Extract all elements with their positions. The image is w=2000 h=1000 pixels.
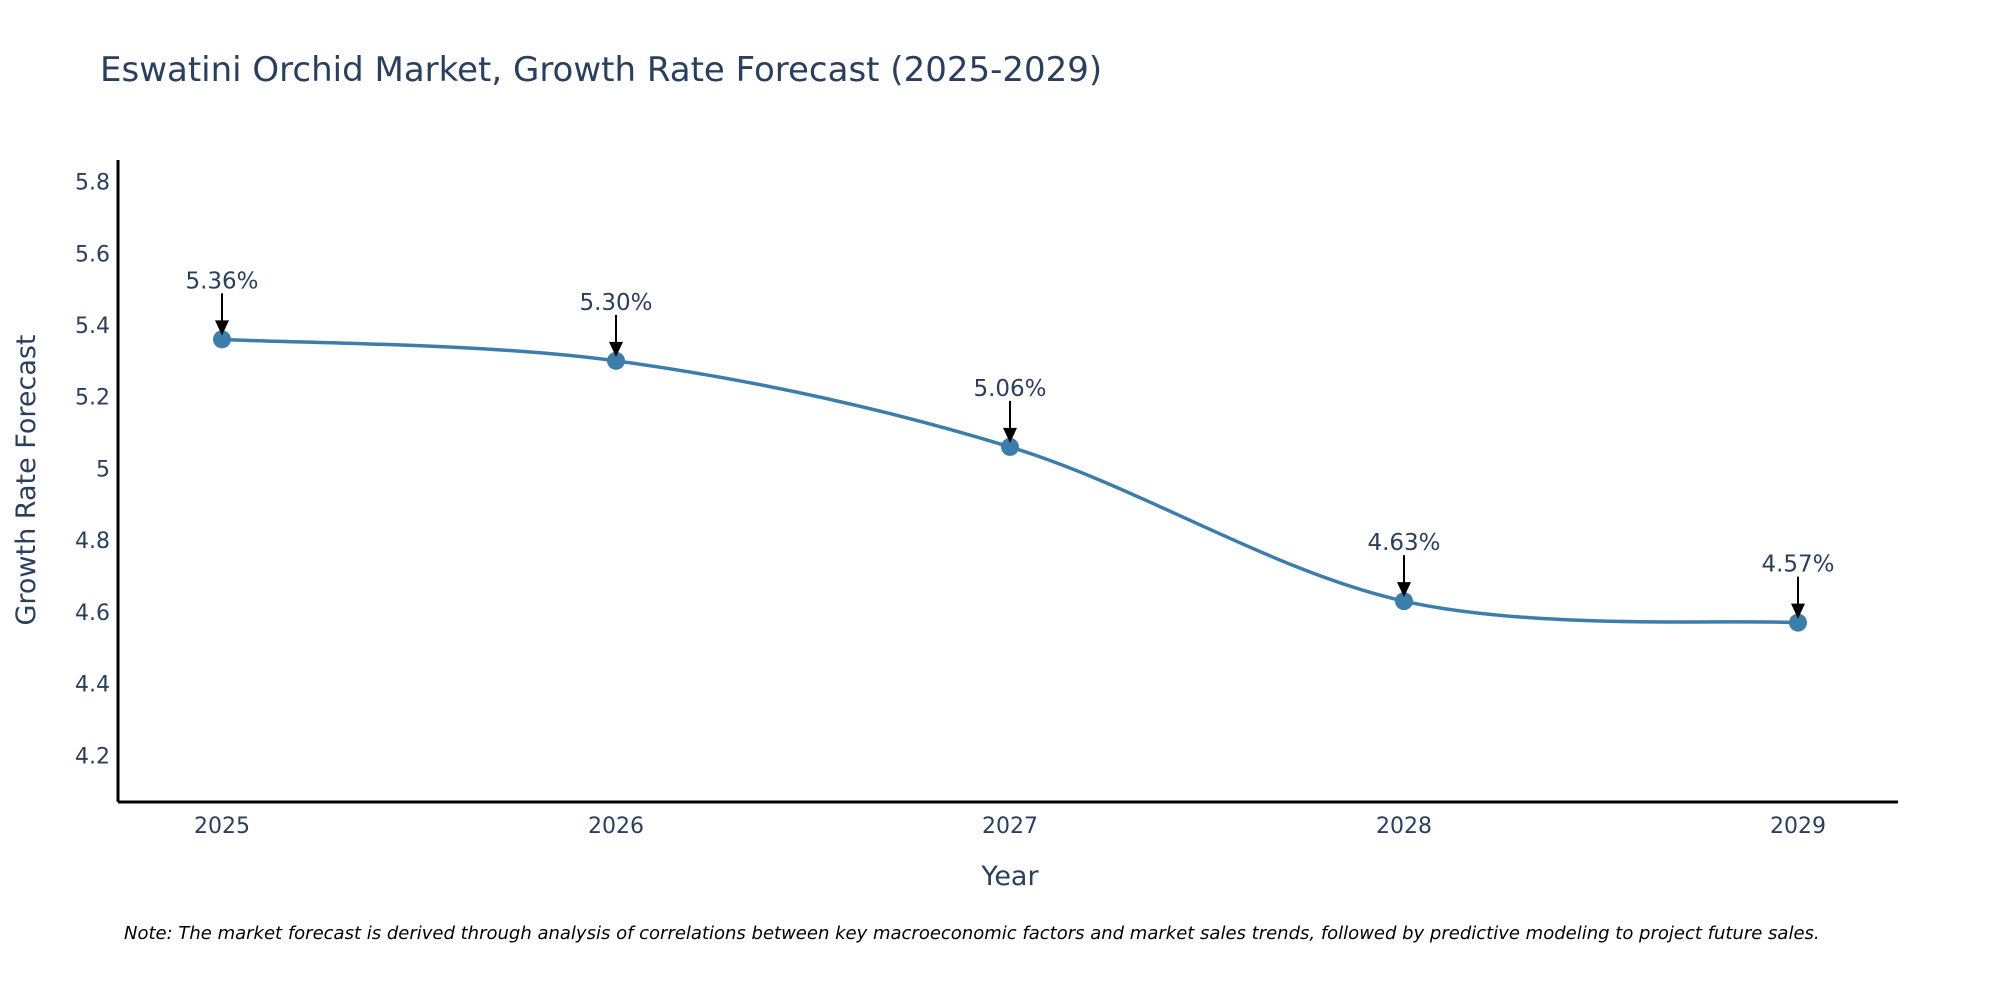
annotation-arrow-head	[1003, 427, 1017, 443]
data-label: 4.57%	[1761, 552, 1834, 578]
x-tick-label: 2027	[982, 814, 1038, 839]
y-tick-label: 5	[96, 457, 110, 482]
y-tick-label: 4.6	[75, 601, 110, 626]
x-axis-ticks: 2025 2026 2027 2028 2029	[194, 814, 1826, 839]
y-tick-label: 4.8	[75, 529, 110, 554]
data-point	[607, 351, 625, 370]
footnote: Note: The market forecast is derived thr…	[124, 923, 1820, 944]
x-tick-label: 2026	[588, 814, 644, 839]
x-tick-label: 2025	[194, 814, 250, 839]
y-tick-label: 4.2	[75, 744, 110, 769]
data-label: 5.06%	[973, 376, 1046, 402]
data-point	[1789, 613, 1807, 632]
data-label: 5.36%	[185, 268, 258, 294]
y-tick-label: 5.2	[75, 386, 110, 411]
x-tick-label: 2029	[1770, 814, 1826, 839]
data-point	[1395, 592, 1413, 611]
x-tick-label: 2028	[1376, 814, 1432, 839]
annotation-arrow-head	[1791, 603, 1805, 619]
plot-area: 5.36% 5.30% 5.06% 4.63% 4.57%	[185, 268, 1835, 632]
data-point	[213, 330, 231, 349]
y-tick-label: 4.4	[75, 673, 110, 698]
annotation-arrow-head	[1397, 582, 1411, 598]
y-axis-ticks: 4.2 4.4 4.6 4.8 5 5.2 5.4 5.6 5.8	[75, 171, 110, 770]
y-tick-label: 5.6	[75, 242, 110, 267]
y-tick-label: 5.4	[75, 314, 110, 339]
annotation-arrow-head	[609, 341, 623, 357]
y-axis-title: Growth Rate Forecast	[11, 334, 42, 625]
annotation-arrow-head	[215, 320, 229, 336]
data-label: 4.63%	[1367, 530, 1440, 556]
y-tick-label: 5.8	[75, 171, 110, 196]
data-label: 5.30%	[579, 290, 652, 316]
x-axis-title: Year	[980, 861, 1039, 892]
data-point	[1001, 437, 1019, 456]
chart-title: Eswatini Orchid Market, Growth Rate Fore…	[100, 50, 1102, 90]
